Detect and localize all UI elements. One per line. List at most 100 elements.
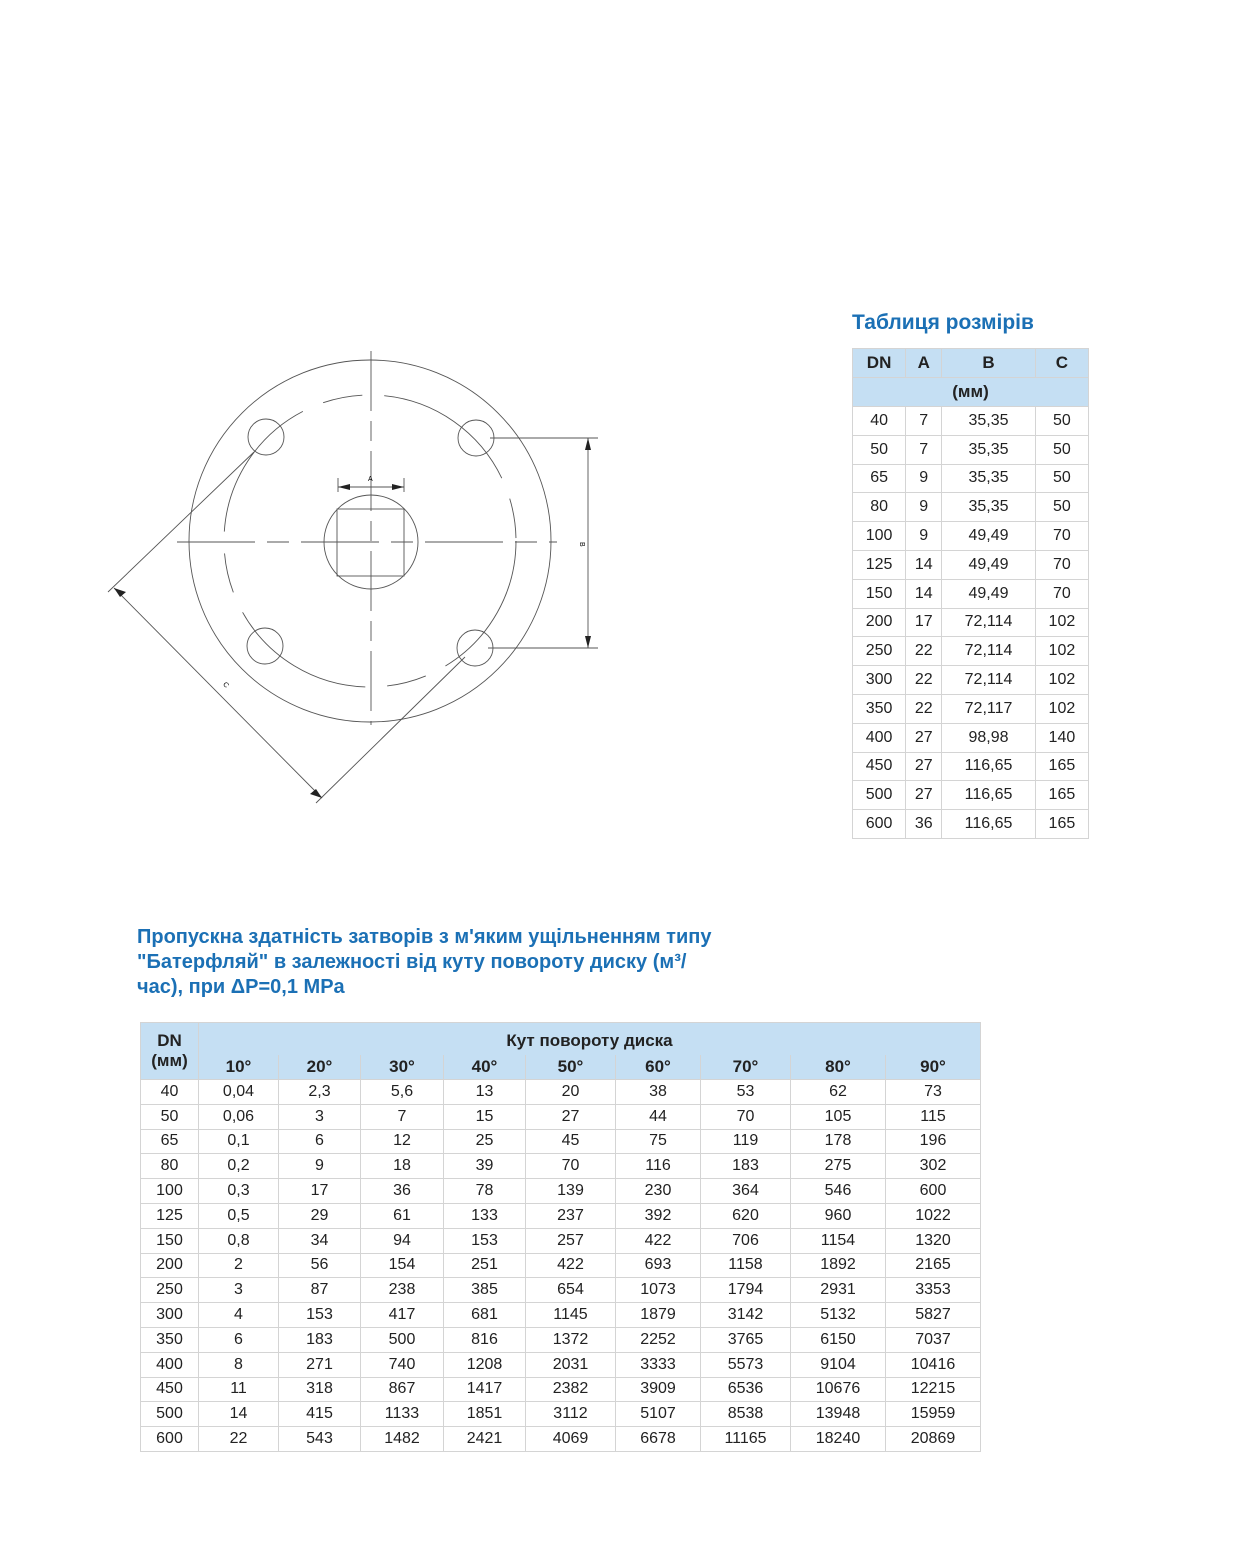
cell-dn: 350	[140, 1326, 199, 1353]
dn-label: DN	[157, 1031, 182, 1050]
cell-c: 165	[1034, 751, 1090, 782]
cell-flow: 6678	[615, 1426, 701, 1452]
label-b: B	[578, 542, 585, 547]
cell-flow: 1022	[885, 1202, 981, 1229]
cell-flow: 3353	[885, 1277, 981, 1304]
cell-flow: 22	[198, 1426, 279, 1452]
table-row: 600 22 543 1482 2421 4069 6678 11165 18240 20869	[140, 1426, 981, 1452]
cell-flow: 13948	[790, 1401, 886, 1428]
label-c: C	[221, 681, 230, 690]
cell-flow: 45	[525, 1128, 616, 1155]
cell-dn: 450	[851, 751, 907, 782]
col-header-b: B	[941, 348, 1036, 378]
cell-a: 9	[905, 463, 943, 494]
cell-flow: 17	[278, 1178, 361, 1204]
cell-flow: 417	[360, 1302, 444, 1328]
cell-flow: 2421	[443, 1426, 526, 1452]
cell-flow: 1208	[443, 1351, 526, 1378]
table-row: 65 9 35,35 50	[851, 463, 1090, 494]
cell-a: 7	[905, 406, 943, 436]
table-row: 150 14 49,49 70	[851, 578, 1090, 609]
cell-flow: 0,1	[198, 1128, 279, 1155]
table-row: 500 27 116,65 165	[851, 780, 1090, 811]
cell-a: 22	[905, 693, 943, 724]
cell-flow: 3	[198, 1277, 279, 1304]
cell-dn: 50	[140, 1103, 199, 1130]
cell-flow: 87	[278, 1277, 361, 1304]
cell-flow: 0,04	[198, 1079, 279, 1105]
cell-flow: 5107	[615, 1401, 701, 1428]
cell-flow: 9104	[790, 1351, 886, 1378]
cell-dn: 100	[851, 521, 907, 551]
flow-capacity-table: DN (мм) Кут повороту диска 10° 20° 30° 40° 5…	[140, 1022, 981, 1452]
cell-flow: 3142	[700, 1302, 791, 1328]
angle-header: Кут повороту диска	[198, 1022, 981, 1055]
cell-flow: 153	[278, 1302, 361, 1328]
cell-flow: 36	[360, 1178, 444, 1204]
cell-flow: 11165	[700, 1426, 791, 1452]
dim-c-line	[113, 587, 323, 799]
cell-flow: 0,06	[198, 1103, 279, 1130]
bolt-hole	[456, 629, 494, 667]
table-row: 80 9 35,35 50	[851, 492, 1090, 523]
cell-dn: 450	[140, 1376, 199, 1403]
cell-dn: 200	[140, 1252, 199, 1279]
cell-flow: 6	[278, 1128, 361, 1155]
cell-flow: 70	[525, 1153, 616, 1180]
unit-header: (мм)	[852, 377, 1089, 407]
table-row: 125 0,5 29 61 133 237 392 620 960 1022	[140, 1202, 981, 1229]
table-row: 400 8 271 740 1208 2031 3333 5573 9104 10416	[140, 1351, 981, 1378]
angle-col-header: 70°	[700, 1055, 791, 1080]
cell-flow: 2031	[525, 1351, 616, 1378]
cell-flow: 1073	[615, 1277, 701, 1304]
cell-flow: 816	[443, 1326, 526, 1353]
cell-b: 35,35	[941, 406, 1036, 436]
dn-unit: (мм)	[151, 1051, 188, 1070]
table-row: 200 17 72,114 102	[851, 607, 1090, 638]
cell-flow: 364	[700, 1178, 791, 1204]
cell-flow: 2	[198, 1252, 279, 1279]
col-header-a: A	[905, 348, 943, 378]
cell-flow: 257	[525, 1227, 616, 1254]
cell-c: 50	[1034, 434, 1090, 465]
cell-c: 102	[1034, 693, 1090, 724]
cell-flow: 2382	[525, 1376, 616, 1403]
cell-flow: 230	[615, 1178, 701, 1204]
cell-c: 165	[1034, 809, 1090, 839]
angle-col-header: 80°	[790, 1055, 886, 1080]
flange-outer-circle	[188, 359, 552, 723]
title-line: час), при ΔP=0,1 MPa	[137, 976, 345, 998]
cell-flow: 116	[615, 1153, 701, 1180]
cell-flow: 29	[278, 1202, 361, 1229]
cell-flow: 385	[443, 1277, 526, 1304]
cell-flow: 73	[885, 1079, 981, 1105]
table-row: 350 6 183 500 816 1372 2252 3765 6150 7037	[140, 1326, 981, 1353]
cell-flow: 500	[360, 1326, 444, 1353]
cell-flow: 12	[360, 1128, 444, 1155]
cell-flow: 18240	[790, 1426, 886, 1452]
cell-dn: 350	[851, 693, 907, 724]
cell-a: 14	[905, 578, 943, 609]
square-bore	[336, 508, 405, 577]
table-row: 450 11 318 867 1417 2382 3909 6536 10676 12215	[140, 1376, 981, 1403]
cell-flow: 8	[198, 1351, 279, 1378]
cell-c: 140	[1034, 722, 1090, 753]
cell-a: 17	[905, 607, 943, 638]
cell-dn: 150	[851, 578, 907, 609]
cell-flow: 3112	[525, 1401, 616, 1428]
cell-flow: 1794	[700, 1277, 791, 1304]
cell-dn: 65	[851, 463, 907, 494]
cell-b: 116,65	[941, 780, 1036, 811]
cell-flow: 422	[615, 1227, 701, 1254]
cell-a: 9	[905, 492, 943, 523]
table-row: 100 9 49,49 70	[851, 521, 1090, 551]
cell-flow: 1133	[360, 1401, 444, 1428]
table-row: 300 4 153 417 681 1145 1879 3142 5132 5827	[140, 1302, 981, 1328]
cell-a: 27	[905, 722, 943, 753]
cell-c: 50	[1034, 463, 1090, 494]
cell-flow: 706	[700, 1227, 791, 1254]
cell-flow: 422	[525, 1252, 616, 1279]
cell-dn: 500	[140, 1401, 199, 1428]
cell-flow: 4069	[525, 1426, 616, 1452]
cell-dn: 200	[851, 607, 907, 638]
